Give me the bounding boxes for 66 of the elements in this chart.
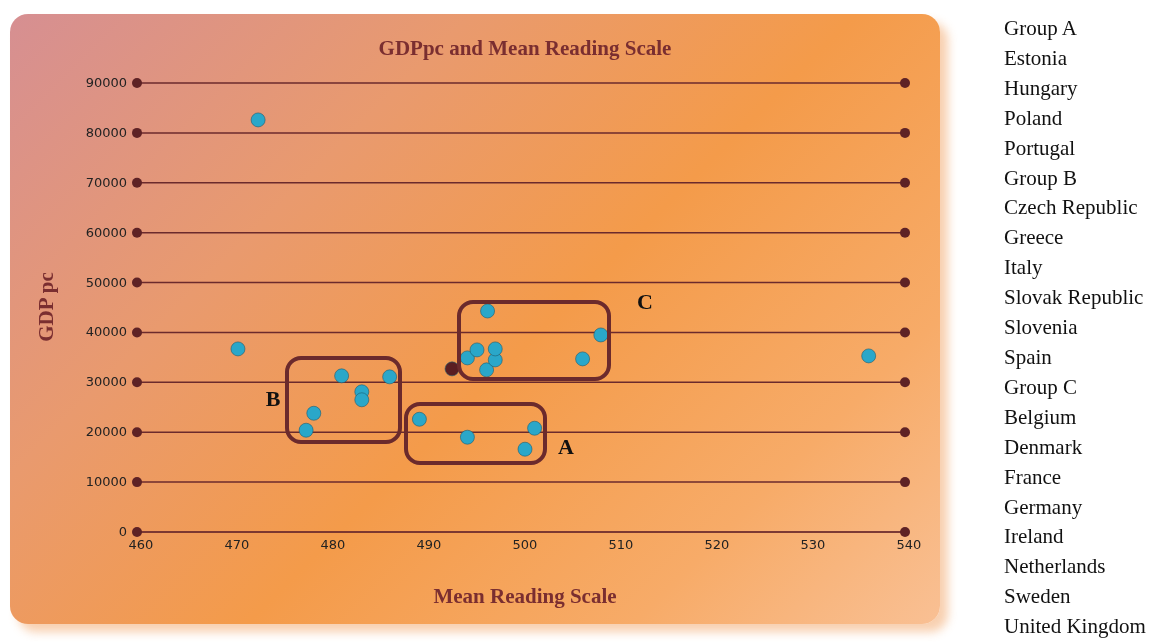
y-tick-label: 80000 [85, 124, 127, 140]
point [479, 362, 494, 378]
x-tick-label: 480 [320, 537, 346, 553]
annotation: B [265, 386, 281, 411]
point [480, 303, 495, 319]
y-tick-label: 40000 [85, 324, 127, 340]
x-tick-label: 500 [512, 537, 538, 553]
text: Group C [1004, 373, 1078, 401]
point [517, 441, 533, 457]
text: Ireland [1004, 523, 1065, 551]
point [593, 327, 609, 343]
x-tick-label: 510 [608, 537, 634, 553]
y-tick-label: 10000 [85, 474, 127, 490]
y-tick-label: 90000 [85, 75, 127, 90]
x-tick-label: 520 [704, 537, 730, 553]
y-tick-label: 50000 [85, 274, 127, 290]
point [382, 369, 397, 385]
text: Hungary [1004, 74, 1079, 102]
text: Estonia [1004, 44, 1068, 72]
point [460, 429, 475, 445]
point [487, 341, 503, 357]
text: Germany [1004, 493, 1084, 521]
text: Sweden [1004, 583, 1072, 611]
x-tick-label: 490 [416, 537, 442, 553]
y-tick-label: 70000 [85, 174, 127, 190]
point [250, 112, 266, 128]
text: Czech Republic [1004, 194, 1139, 222]
text: France [1004, 463, 1063, 491]
x-axis-title: Mean Reading Scale [432, 584, 618, 609]
chart-title: GDPpc and Mean Reading Scale [377, 36, 673, 61]
text: Poland [1004, 104, 1064, 132]
x-tick-label: 540 [896, 537, 922, 553]
annotation: A [558, 434, 575, 459]
text: United Kingdom [1004, 613, 1146, 641]
text: Slovenia [1004, 314, 1079, 342]
y-tick-label: 0 [118, 524, 127, 539]
text: Italy [1004, 254, 1044, 282]
x-tick-label: 460 [128, 537, 154, 553]
point [298, 422, 314, 438]
text: Netherlands [1004, 553, 1107, 581]
point [334, 368, 349, 384]
annotation: C [637, 289, 653, 314]
text: Group B [1004, 164, 1078, 192]
point [444, 361, 460, 377]
text: Spain [1004, 343, 1053, 371]
y-tick-label: 20000 [85, 424, 127, 440]
text: Portugal [1004, 134, 1077, 162]
text: Slovak Republic [1004, 284, 1145, 312]
point [861, 348, 876, 364]
text: Group A [1004, 15, 1078, 42]
point [230, 341, 246, 357]
y-axis-title: GDP pc [33, 272, 59, 342]
point [469, 342, 485, 358]
y-tick-label: 30000 [85, 374, 127, 390]
point [575, 351, 590, 367]
x-tick-label: 470 [224, 537, 250, 553]
text: Greece [1004, 224, 1065, 252]
point [354, 392, 370, 408]
x-tick-label: 530 [800, 537, 826, 553]
point [527, 420, 542, 436]
point [412, 411, 427, 427]
text: Denmark [1004, 433, 1084, 461]
text: Belgium [1004, 403, 1078, 431]
point [306, 405, 322, 421]
point [460, 350, 475, 366]
y-tick-label: 60000 [85, 224, 127, 240]
